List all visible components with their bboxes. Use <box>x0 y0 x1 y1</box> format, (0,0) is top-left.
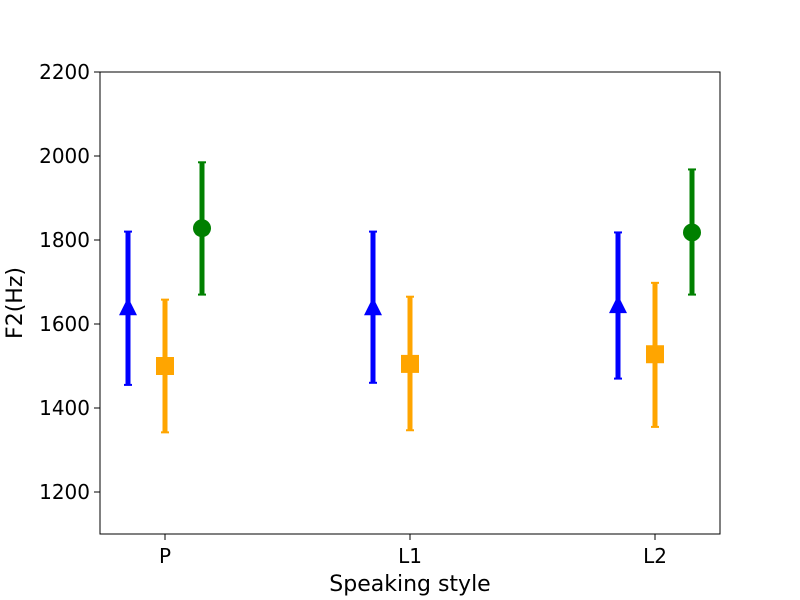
x-tick-label: P <box>159 544 171 568</box>
y-axis-title: F2(Hz) <box>3 267 28 339</box>
y-tick-label: 1800 <box>39 228 90 252</box>
data-point-triangle <box>119 297 137 316</box>
data-point-circle <box>193 219 211 238</box>
series-square <box>156 281 664 434</box>
y-tick-label: 2200 <box>39 60 90 84</box>
y-tick-label: 2000 <box>39 144 90 168</box>
data-point-triangle <box>609 295 627 314</box>
x-tick-label: L2 <box>643 544 667 568</box>
data-point-circle <box>683 223 701 242</box>
series-triangle <box>119 230 627 386</box>
series-layer <box>119 161 701 434</box>
data-point-square <box>646 345 664 364</box>
x-axis: P L1 L2 <box>159 534 667 568</box>
series-circle <box>193 161 701 296</box>
x-tick-label: L1 <box>398 544 422 568</box>
y-tick-label: 1200 <box>39 480 90 504</box>
data-point-triangle <box>364 297 382 316</box>
y-tick-label: 1400 <box>39 396 90 420</box>
data-point-square <box>156 357 174 375</box>
y-axis: 1200 1400 1600 1800 2000 2200 <box>39 60 100 504</box>
x-axis-title: Speaking style <box>329 572 490 597</box>
data-point-square <box>401 354 419 373</box>
y-tick-label: 1600 <box>39 312 90 336</box>
